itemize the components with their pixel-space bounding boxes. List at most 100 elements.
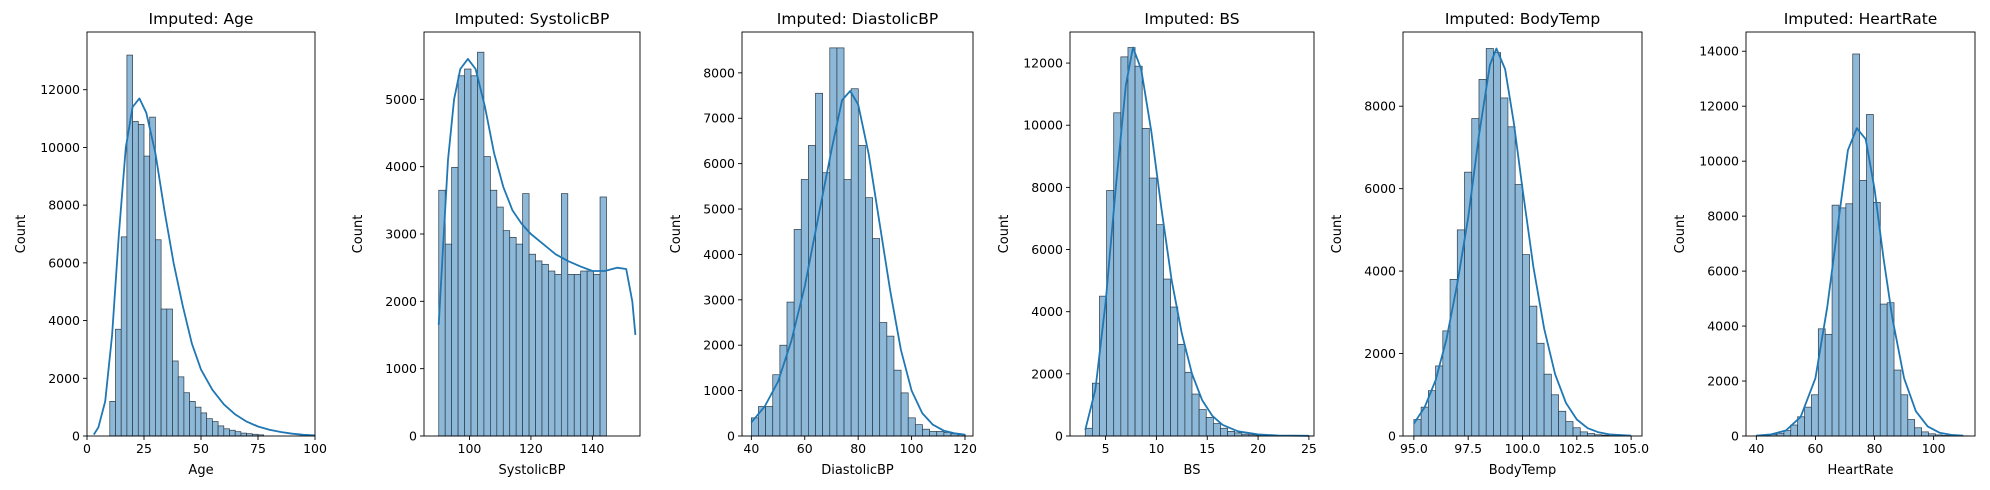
- histogram-bar: [166, 308, 173, 437]
- y-tick-label: 4000: [385, 159, 417, 174]
- histogram-bar: [1227, 430, 1236, 437]
- histogram-bar: [822, 172, 831, 437]
- histogram-bar: [893, 369, 902, 437]
- histogram-bar: [1205, 417, 1214, 437]
- x-tick-label: 120: [953, 441, 977, 456]
- histogram-bar: [115, 328, 122, 437]
- y-tick-label: 0: [72, 429, 80, 444]
- histogram-bar: [1177, 343, 1186, 437]
- histogram-bar: [573, 274, 582, 437]
- x-tick-label: 140: [580, 441, 604, 456]
- chart-title: Imputed: DiastolicBP: [777, 10, 938, 28]
- x-axis-label: DiastolicBP: [821, 463, 894, 478]
- y-tick-label: 2000: [1707, 374, 1739, 389]
- histogram-bar: [1170, 306, 1179, 437]
- x-axis-label: SystolicBP: [499, 463, 566, 478]
- x-tick-label: 10: [1148, 441, 1164, 456]
- chart-title: Imputed: HeartRate: [1784, 10, 1938, 28]
- histogram-bar: [914, 424, 923, 437]
- histogram-bar: [194, 406, 202, 437]
- histogram-bar: [483, 156, 491, 437]
- histogram-bar: [907, 417, 916, 437]
- histogram-bar: [1893, 369, 1902, 437]
- histogram-bar: [1134, 65, 1143, 437]
- x-tick-label: 50: [193, 441, 209, 456]
- y-tick-label: 1000: [385, 361, 417, 376]
- histogram-bar: [1529, 305, 1538, 437]
- kde-line: [93, 97, 316, 437]
- histogram-bar: [1565, 421, 1574, 437]
- histogram-bar: [1572, 427, 1581, 437]
- histogram-bar: [1163, 278, 1171, 437]
- histogram-bar: [120, 236, 128, 437]
- histogram-bar: [1485, 48, 1494, 437]
- y-tick-label: 6000: [1707, 264, 1739, 279]
- y-axis-label: Count: [351, 215, 366, 254]
- y-tick-label: 7000: [703, 111, 735, 126]
- histogram-bar: [1558, 410, 1567, 437]
- histogram-bar: [444, 243, 453, 437]
- y-tick-label: 10000: [1699, 154, 1739, 169]
- y-tick-label: 6000: [703, 156, 735, 171]
- histogram-bar: [580, 270, 588, 437]
- y-tick-label: 3000: [385, 227, 417, 242]
- x-tick-label: 95.0: [1400, 441, 1428, 456]
- histogram-bar: [509, 237, 517, 437]
- histogram-bar: [451, 166, 459, 437]
- histogram-bar: [1493, 52, 1502, 437]
- axes-frame: [1069, 31, 1315, 437]
- histogram-bar: [477, 51, 485, 437]
- histogram-bar: [200, 412, 208, 437]
- histogram-bar: [593, 274, 601, 437]
- y-tick-label: 2000: [1031, 366, 1063, 381]
- histogram-bar: [567, 274, 575, 437]
- histogram-bar: [586, 270, 594, 437]
- y-tick-label: 12000: [40, 82, 80, 97]
- histogram-bar: [548, 270, 556, 437]
- histogram-bar: [1156, 224, 1164, 437]
- y-tick-label: 0: [1388, 429, 1396, 444]
- histogram-bar: [132, 121, 139, 437]
- y-tick-label: 2000: [703, 338, 735, 353]
- x-tick-label: 60: [1807, 441, 1823, 456]
- y-tick-label: 6000: [1031, 242, 1063, 257]
- x-tick-label: 80: [1867, 441, 1883, 456]
- histogram-bar: [189, 401, 196, 437]
- y-tick-label: 2000: [385, 294, 417, 309]
- histogram-bar: [535, 260, 543, 437]
- y-tick-label: 2000: [48, 371, 80, 386]
- x-tick-label: 100: [900, 441, 924, 456]
- histogram-bar: [1514, 184, 1523, 437]
- x-tick-label: 60: [797, 441, 813, 456]
- histogram-panel: 40 60 80 100 0 2000 4000 6000 8000 10000 12000 1400…: [1673, 10, 1976, 478]
- histogram-bar: [217, 425, 225, 437]
- x-axis-label: BS: [1184, 463, 1201, 478]
- kde-line: [437, 58, 637, 336]
- histogram-bar: [1113, 112, 1122, 437]
- histogram-bar: [1859, 180, 1867, 437]
- histogram-bar: [1220, 427, 1228, 437]
- histogram-bar: [900, 392, 909, 437]
- y-tick-label: 8000: [1031, 180, 1063, 195]
- histogram-bar: [234, 431, 242, 437]
- histogram-bar: [502, 230, 511, 437]
- histogram-bar: [815, 92, 823, 437]
- histogram-bar: [457, 75, 465, 437]
- kde-line: [750, 90, 966, 436]
- x-tick-label: 25: [1301, 441, 1317, 456]
- y-tick-label: 8000: [48, 198, 80, 213]
- x-tick-label: 20: [1250, 441, 1266, 456]
- x-tick-label: 75: [250, 441, 266, 456]
- y-tick-label: 5000: [703, 202, 735, 217]
- x-tick-label: 0: [83, 441, 91, 456]
- histogram-bar: [865, 197, 873, 437]
- y-tick-label: 0: [1055, 429, 1063, 444]
- histogram-bar: [1550, 394, 1559, 437]
- histogram-bar: [1141, 127, 1150, 437]
- x-tick-label: 40: [1748, 441, 1764, 456]
- y-tick-label: 0: [727, 429, 735, 444]
- y-tick-label: 12000: [1699, 99, 1739, 114]
- histogram-bar: [1900, 394, 1909, 437]
- y-tick-label: 4000: [1364, 264, 1396, 279]
